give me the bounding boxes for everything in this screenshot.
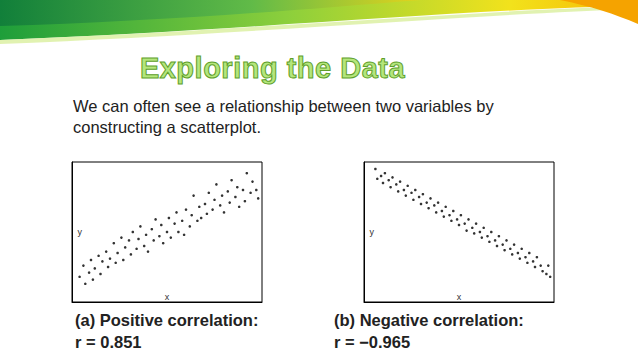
- html-text:(b) Negative correlation:: (b) Negative correlation:: [334, 311, 524, 329]
- svg-text:x: x: [165, 292, 170, 302]
- html-text:(a) Positive correlation:: (a) Positive correlation:: [75, 311, 259, 329]
- html-text:r = −0.965: r = −0.965: [334, 333, 411, 351]
- svg-text:y: y: [78, 227, 83, 237]
- svg-text:x: x: [457, 292, 462, 302]
- html-text:Exploring the Data: Exploring the Data: [139, 52, 406, 84]
- html-text:r = 0.851: r = 0.851: [75, 333, 142, 351]
- html-text:We can often see a relationshi: We can often see a relationship between …: [73, 97, 494, 136]
- svg-text:y: y: [370, 227, 375, 237]
